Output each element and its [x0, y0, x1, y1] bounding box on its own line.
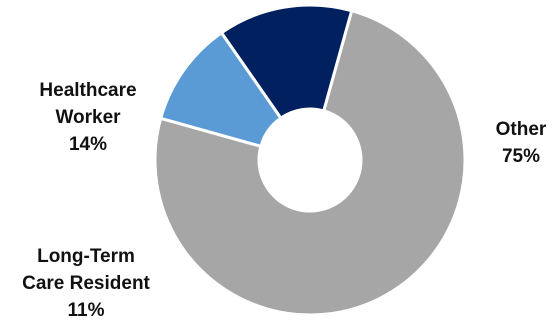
slice-value: 11% [68, 300, 105, 321]
data-label-long-term-care-resident: Long-Term Care Resident 11% [22, 246, 150, 321]
slice-value: 75% [502, 146, 540, 167]
slice-label-line: Worker [55, 107, 121, 128]
slice-label-line: Care Resident [22, 273, 150, 294]
slice-label-line: Other [496, 119, 547, 140]
slice-label-line: Healthcare [39, 80, 136, 101]
slice-long-term-care-resident [158, 30, 283, 149]
data-label-other: Other 75% [496, 119, 547, 167]
slice-healthcare-worker [219, 3, 354, 121]
slice-label-line: Long-Term [37, 246, 135, 267]
slice-value: 14% [69, 134, 107, 155]
slice-other [153, 8, 467, 317]
data-label-healthcare-worker: Healthcare Worker 14% [39, 80, 136, 155]
